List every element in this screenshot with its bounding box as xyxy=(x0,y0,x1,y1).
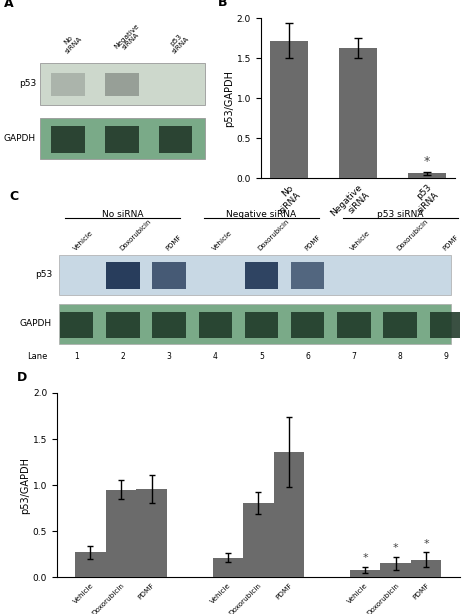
Bar xyxy=(243,502,273,577)
Bar xyxy=(199,312,232,338)
Text: 2: 2 xyxy=(120,351,125,360)
Text: 7: 7 xyxy=(352,351,356,360)
Bar xyxy=(106,312,139,338)
Bar xyxy=(59,304,451,344)
Text: 8: 8 xyxy=(398,351,402,360)
Bar xyxy=(51,73,85,96)
Text: PDMF: PDMF xyxy=(303,234,321,252)
Text: 1: 1 xyxy=(74,351,79,360)
Bar xyxy=(158,126,192,153)
Y-axis label: p53/GAPDH: p53/GAPDH xyxy=(20,457,30,513)
Text: p53
siRNA: p53 siRNA xyxy=(166,31,191,55)
Text: No
siRNA: No siRNA xyxy=(59,31,83,55)
Bar xyxy=(212,558,243,577)
Text: B: B xyxy=(218,0,228,9)
Bar xyxy=(40,63,205,104)
Text: A: A xyxy=(4,0,14,10)
Text: GAPDH: GAPDH xyxy=(4,134,36,143)
Text: Negative
siRNA: Negative siRNA xyxy=(112,23,145,55)
Text: *: * xyxy=(393,543,399,553)
Text: p53 siRNA: p53 siRNA xyxy=(377,211,423,219)
Text: C: C xyxy=(10,190,19,203)
Bar xyxy=(136,489,167,577)
Y-axis label: p53/GAPDH: p53/GAPDH xyxy=(224,70,234,126)
Bar xyxy=(339,48,377,178)
Text: *: * xyxy=(423,538,429,549)
Bar xyxy=(337,312,371,338)
Bar xyxy=(51,126,85,153)
Text: *: * xyxy=(362,553,368,564)
Bar xyxy=(270,41,308,178)
Text: Vehicle: Vehicle xyxy=(73,230,94,252)
Bar xyxy=(152,263,186,289)
Text: Vehicle: Vehicle xyxy=(211,230,233,252)
Bar xyxy=(273,452,304,577)
Text: GAPDH: GAPDH xyxy=(20,319,52,328)
Bar xyxy=(245,263,278,289)
Bar xyxy=(383,312,417,338)
Text: *: * xyxy=(424,155,430,168)
Text: 9: 9 xyxy=(444,351,449,360)
Bar xyxy=(291,312,324,338)
Text: p53: p53 xyxy=(35,270,52,279)
Bar xyxy=(106,263,139,289)
Bar xyxy=(381,564,411,577)
Text: 3: 3 xyxy=(167,351,172,360)
Bar xyxy=(60,312,93,338)
Text: PDMF: PDMF xyxy=(165,234,183,252)
Text: PDMF: PDMF xyxy=(442,234,460,252)
Bar xyxy=(40,118,205,160)
Bar xyxy=(152,312,186,338)
Text: Lane: Lane xyxy=(27,351,48,360)
Text: Doxorubicin: Doxorubicin xyxy=(118,218,152,252)
Text: Doxorubicin: Doxorubicin xyxy=(396,218,429,252)
Text: 5: 5 xyxy=(259,351,264,360)
Text: Negative siRNA: Negative siRNA xyxy=(227,211,297,219)
Bar xyxy=(430,312,463,338)
Bar xyxy=(106,490,136,577)
Text: No siRNA: No siRNA xyxy=(102,211,144,219)
Text: p53: p53 xyxy=(19,79,36,88)
Bar xyxy=(350,570,381,577)
Text: 4: 4 xyxy=(213,351,218,360)
Bar xyxy=(245,312,278,338)
Text: 6: 6 xyxy=(305,351,310,360)
Bar xyxy=(75,553,106,577)
Text: D: D xyxy=(17,371,27,384)
Bar xyxy=(408,173,446,178)
Text: Doxorubicin: Doxorubicin xyxy=(257,218,291,252)
Bar xyxy=(105,126,138,153)
Bar xyxy=(105,73,138,96)
Bar xyxy=(291,263,324,289)
Text: Vehicle: Vehicle xyxy=(350,230,372,252)
Bar xyxy=(59,255,451,295)
Bar xyxy=(411,560,441,577)
